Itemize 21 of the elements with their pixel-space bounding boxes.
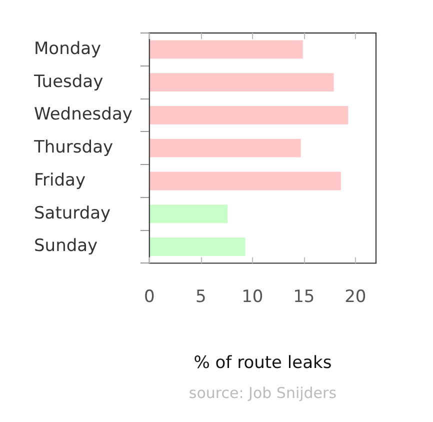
x-axis-title: % of route leaks: [194, 353, 332, 374]
bar: [150, 40, 303, 59]
y-tick-label: Friday: [34, 170, 86, 190]
y-tick-label: Tuesday: [33, 72, 104, 92]
y-tick-label: Wednesday: [34, 104, 132, 125]
bar: [150, 138, 301, 158]
y-tick-label: Monday: [34, 38, 102, 59]
bar: [150, 106, 348, 124]
x-tick-label: 20: [344, 286, 366, 307]
x-tick-label: 10: [242, 286, 264, 307]
x-tick-label: 5: [196, 286, 206, 307]
bar: [150, 73, 334, 92]
x-tick-label: 0: [144, 286, 155, 307]
bar: [150, 172, 341, 190]
bar: [150, 204, 228, 224]
x-tick-label: 15: [293, 286, 315, 307]
y-tick-label: Saturday: [34, 203, 111, 224]
y-tick-label: Thursday: [33, 138, 114, 158]
y-tick-label: Sunday: [34, 236, 98, 256]
source-note: source: Job Snijders: [188, 384, 337, 402]
bar: [150, 238, 246, 256]
